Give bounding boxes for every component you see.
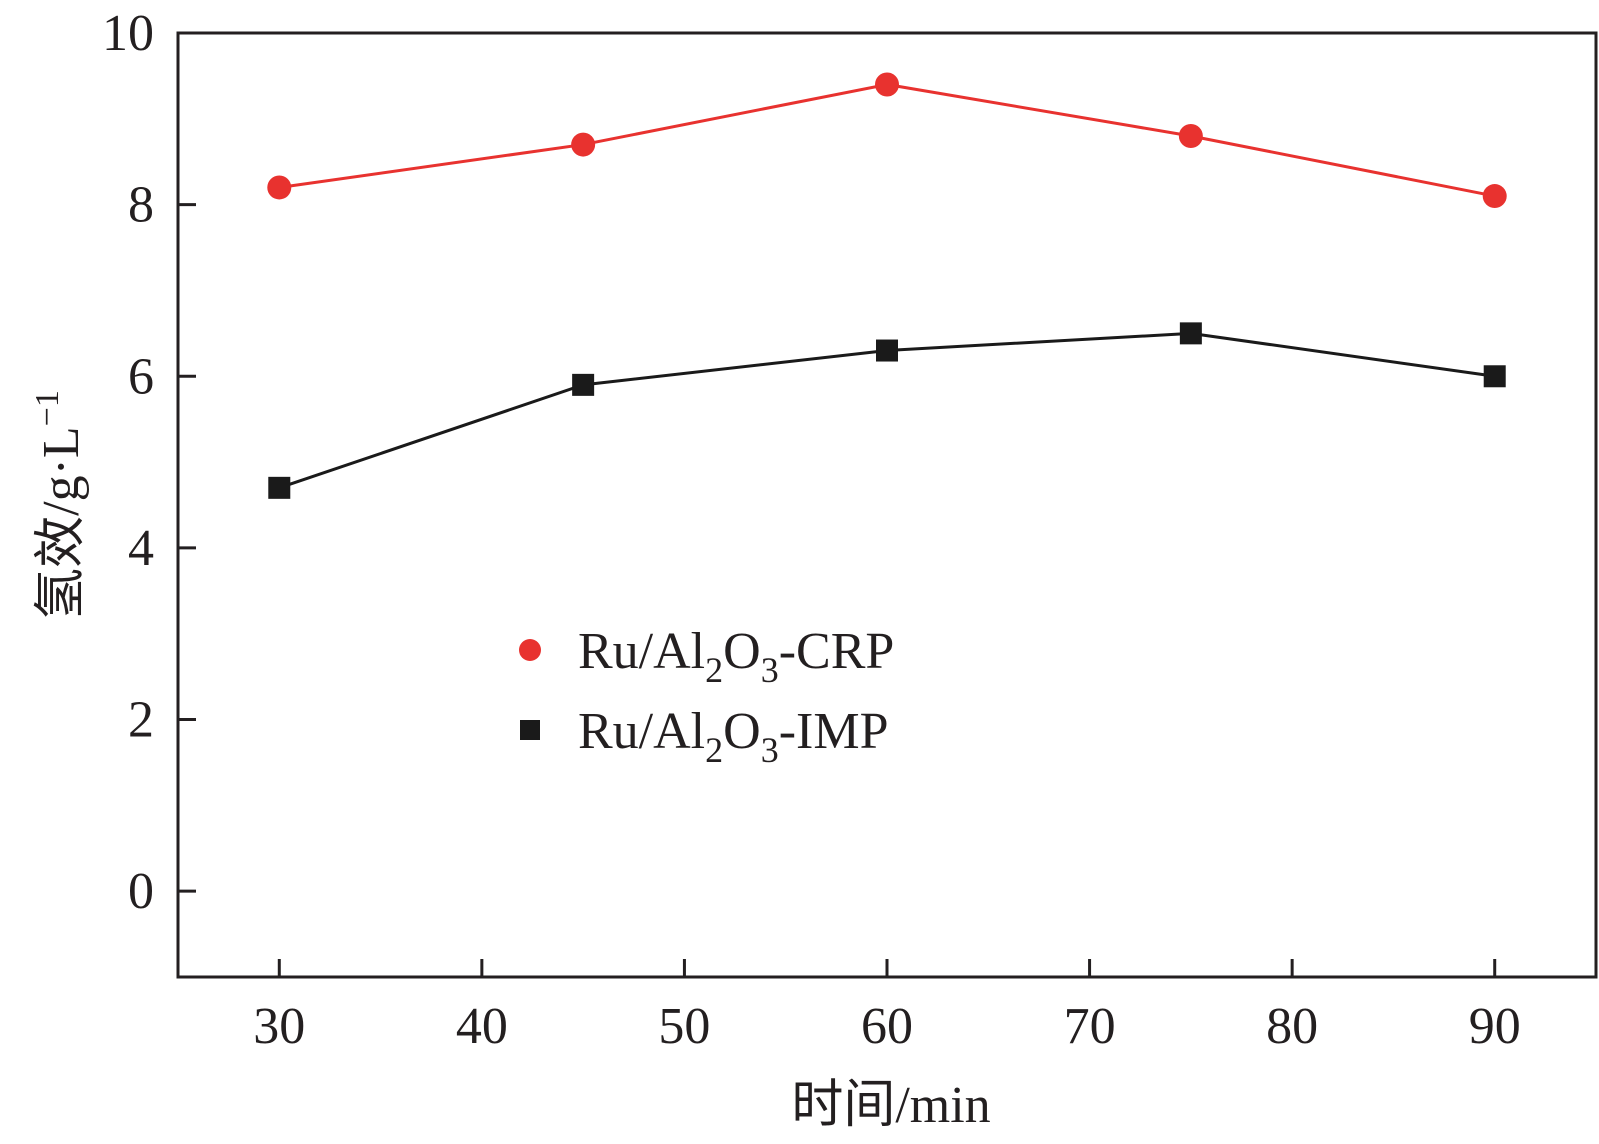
x-axis: 30 40 50 60 70 80 90	[253, 959, 1521, 1055]
data-point-square	[268, 476, 291, 499]
data-point-square	[572, 373, 595, 396]
y-axis: 0 2 4 6 8 10	[102, 5, 196, 920]
legend-marker-circle	[519, 639, 541, 661]
legend-label-2: Ru/Al2O3-IMP	[578, 703, 889, 770]
legend-label-1: Ru/Al2O3-CRP	[578, 623, 894, 690]
y-axis-title-superscript: −1	[29, 390, 66, 426]
x-tick-label: 90	[1469, 998, 1521, 1055]
svg-text:氢效/g·L−1: 氢效/g·L−1	[29, 390, 90, 620]
data-point-circle	[875, 72, 899, 97]
data-point-circle	[571, 132, 596, 157]
data-point-circle	[1178, 123, 1203, 148]
y-tick-label: 8	[128, 177, 154, 234]
data-point-square	[876, 339, 898, 362]
x-tick-label: 80	[1266, 998, 1318, 1055]
x-tick-label: 70	[1064, 998, 1116, 1055]
y-axis-title: 氢效/g·L	[33, 426, 90, 620]
y-tick-label: 2	[128, 692, 154, 749]
legend: Ru/Al2O3-CRP Ru/Al2O3-IMP	[519, 623, 894, 770]
y-tick-label: 4	[128, 520, 154, 577]
data-point-square	[1483, 365, 1506, 388]
x-tick-label: 30	[253, 998, 305, 1055]
y-axis-title-group: 氢效/g·L−1	[29, 390, 90, 620]
x-axis-title: 时间/min	[791, 1077, 990, 1134]
series-line-1	[279, 82, 1496, 198]
data-point-circle	[1482, 184, 1507, 209]
data-point-square	[1179, 322, 1202, 345]
legend-marker-square	[520, 720, 540, 740]
x-tick-label: 40	[456, 998, 508, 1055]
series-layer	[267, 72, 1507, 499]
y-tick-label: 6	[128, 348, 154, 405]
x-tick-label: 50	[658, 998, 710, 1055]
y-tick-label: 0	[128, 863, 154, 920]
y-tick-label: 10	[102, 5, 154, 62]
data-point-circle	[267, 175, 292, 200]
x-tick-label: 60	[861, 998, 913, 1055]
